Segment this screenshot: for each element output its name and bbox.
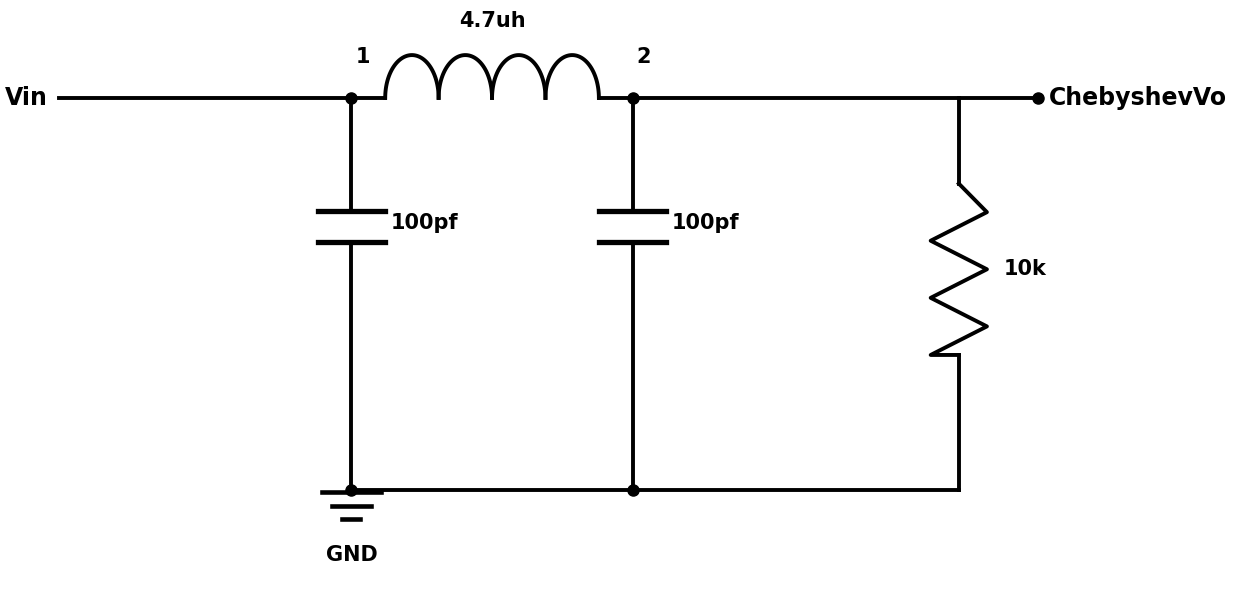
Text: 2: 2 bbox=[636, 47, 651, 67]
Text: 1: 1 bbox=[356, 47, 370, 67]
Text: 10k: 10k bbox=[1004, 259, 1047, 279]
Text: 100pf: 100pf bbox=[391, 214, 459, 233]
Text: Vin: Vin bbox=[5, 86, 48, 110]
Text: 4.7uh: 4.7uh bbox=[459, 10, 526, 31]
Text: GND: GND bbox=[326, 545, 377, 565]
Text: 100pf: 100pf bbox=[672, 214, 739, 233]
Text: ChebyshevVo: ChebyshevVo bbox=[1049, 86, 1226, 110]
